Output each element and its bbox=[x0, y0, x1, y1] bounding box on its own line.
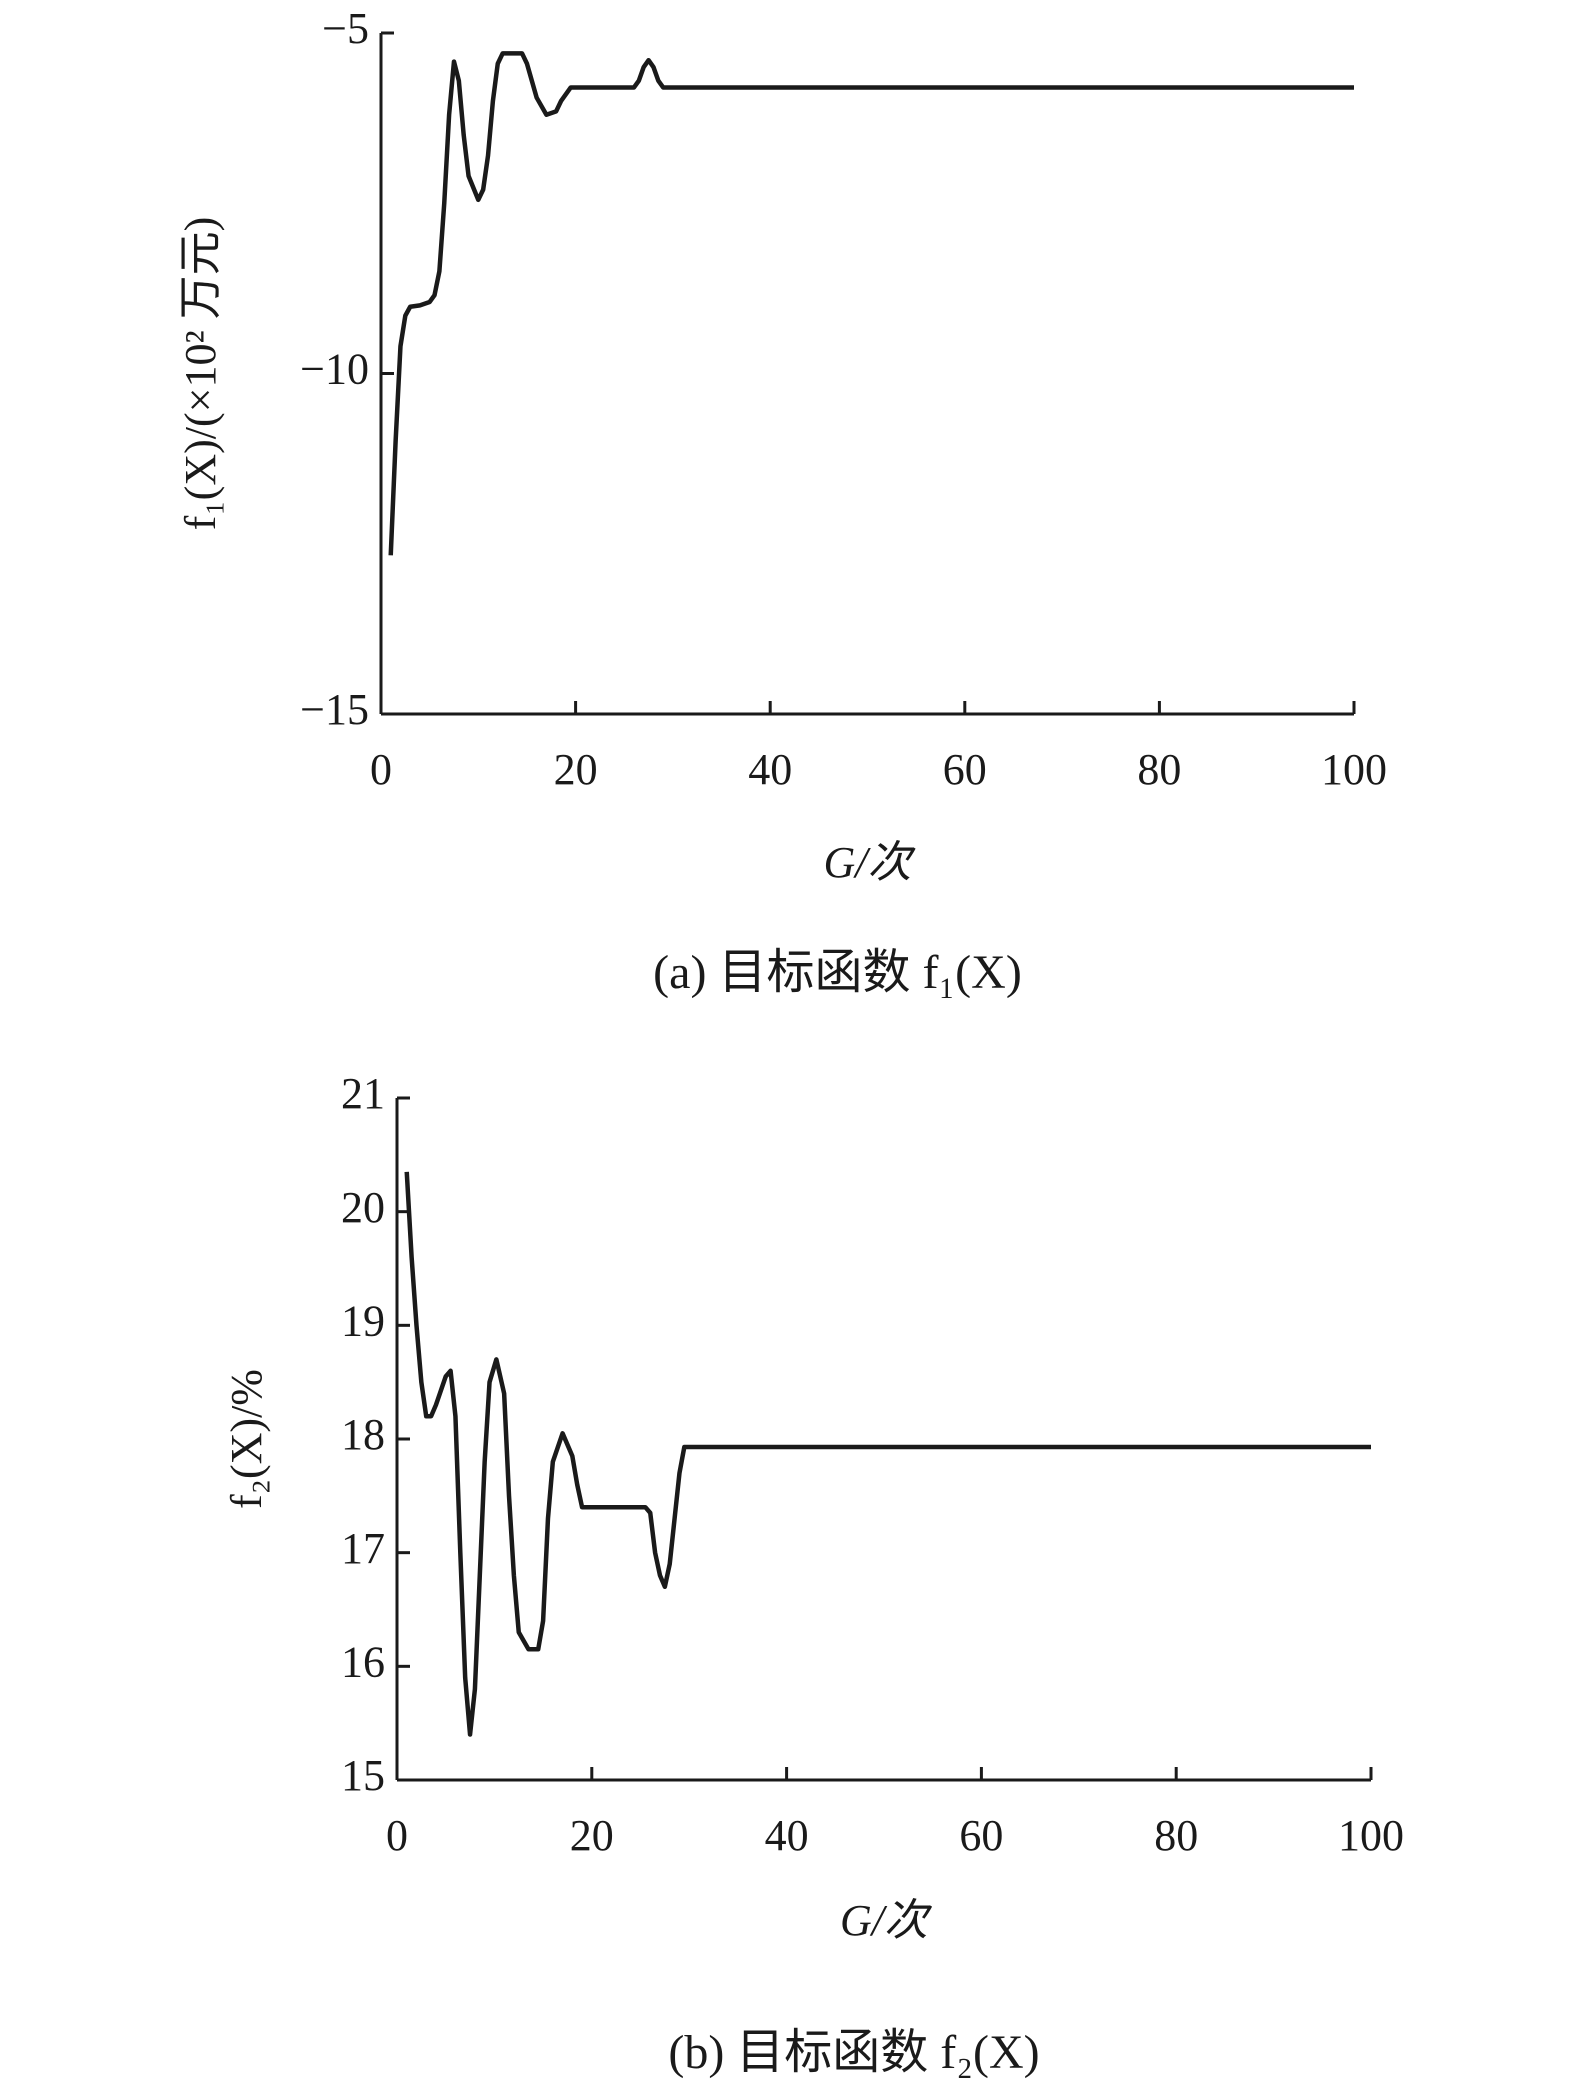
x-tick-label: 80 bbox=[1137, 745, 1181, 794]
chart-title: (a) 目标函数 f₁(X) bbox=[653, 946, 1022, 999]
x-tick-label: 20 bbox=[554, 745, 598, 794]
y-tick-label: 19 bbox=[341, 1296, 385, 1345]
y-tick-label: 15 bbox=[341, 1751, 385, 1800]
x-axis-label: G/次 bbox=[824, 838, 917, 887]
data-line bbox=[404, 1171, 1371, 1737]
x-tick-label: 100 bbox=[1338, 1811, 1404, 1860]
x-tick-label: 80 bbox=[1154, 1811, 1198, 1860]
x-tick-label: 20 bbox=[570, 1811, 614, 1860]
data-line bbox=[388, 51, 1354, 556]
y-tick-label: 21 bbox=[341, 1069, 385, 1118]
y-tick-label: −5 bbox=[322, 4, 369, 53]
x-axis-label: G/次 bbox=[840, 1896, 933, 1945]
y-tick-label: 17 bbox=[341, 1524, 385, 1573]
x-tick-label: 60 bbox=[943, 745, 987, 794]
y-axis-label: f₁(X)/(×10² 万元) bbox=[176, 217, 225, 531]
y-tick-label: −15 bbox=[300, 685, 369, 734]
x-tick-label: 40 bbox=[748, 745, 792, 794]
y-tick-label: 18 bbox=[341, 1410, 385, 1459]
y-tick-label: 16 bbox=[341, 1637, 385, 1686]
y-tick-label: 20 bbox=[341, 1183, 385, 1232]
x-tick-label: 0 bbox=[386, 1811, 408, 1860]
x-tick-label: 100 bbox=[1321, 745, 1387, 794]
x-tick-label: 40 bbox=[765, 1811, 809, 1860]
x-tick-label: 0 bbox=[370, 745, 392, 794]
y-tick-label: −10 bbox=[300, 345, 369, 394]
y-axis-label: f₂(X)/% bbox=[222, 1369, 271, 1509]
chart-title: (b) 目标函数 f₂(X) bbox=[668, 2026, 1039, 2079]
x-tick-label: 60 bbox=[959, 1811, 1003, 1860]
